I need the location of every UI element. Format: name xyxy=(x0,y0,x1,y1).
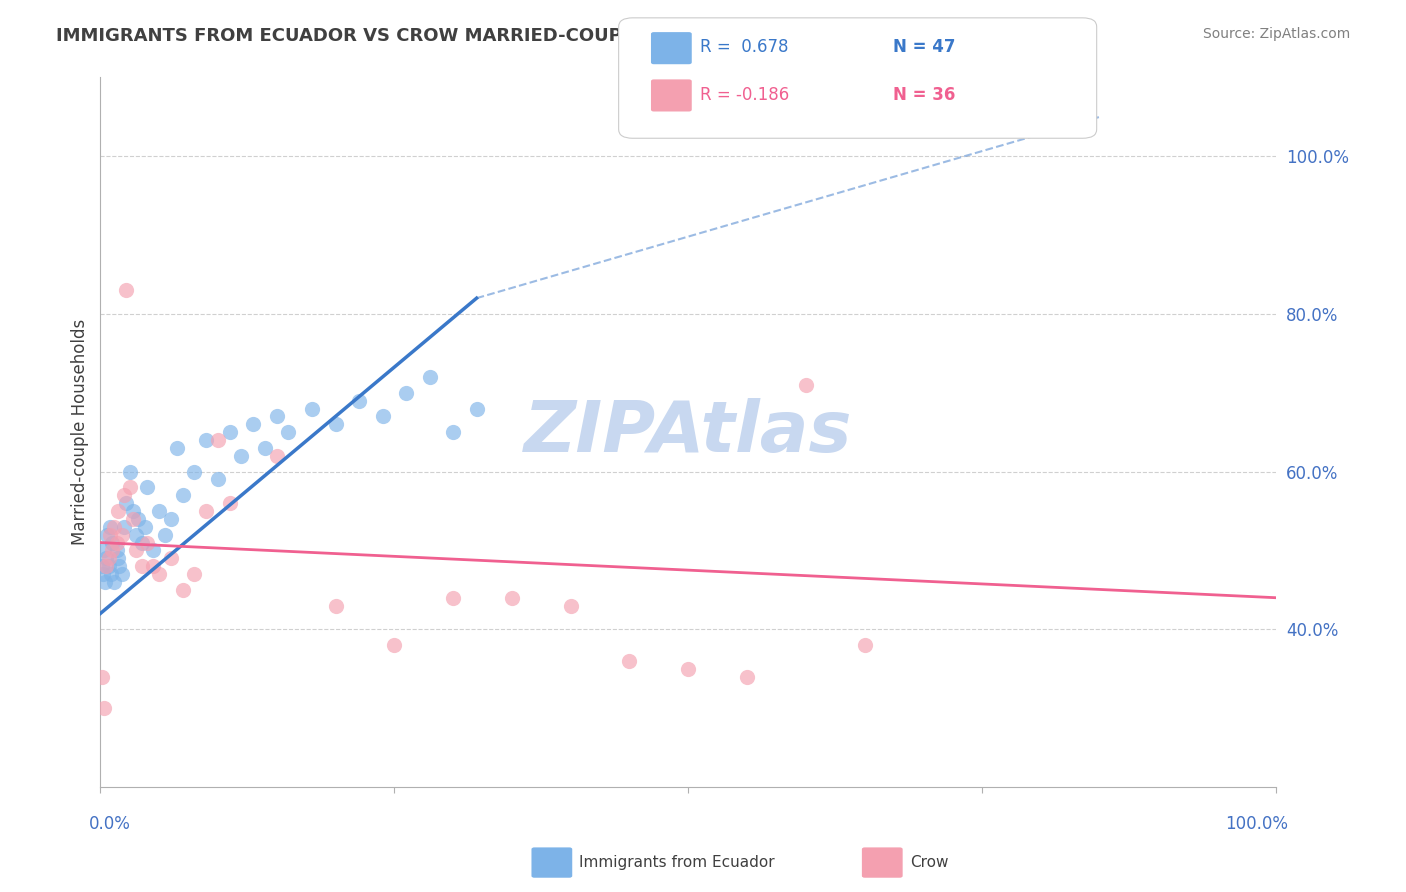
Point xyxy=(118,465,141,479)
Point xyxy=(107,504,129,518)
Point xyxy=(101,535,124,549)
Text: ZIPAtlas: ZIPAtlas xyxy=(524,398,852,467)
Point xyxy=(242,417,264,432)
Point xyxy=(105,543,128,558)
Point xyxy=(124,543,146,558)
Point xyxy=(253,441,276,455)
Point xyxy=(98,527,121,541)
Point xyxy=(122,504,145,518)
Point xyxy=(110,567,132,582)
Point xyxy=(98,520,121,534)
Point xyxy=(115,496,138,510)
Point xyxy=(136,535,159,549)
Point xyxy=(735,669,758,683)
Text: Crow: Crow xyxy=(910,855,948,870)
Point xyxy=(183,465,205,479)
Point xyxy=(103,574,125,589)
Point xyxy=(90,669,112,683)
Point xyxy=(112,488,135,502)
Point xyxy=(371,409,394,424)
Point xyxy=(115,283,138,297)
Point xyxy=(118,480,141,494)
Point xyxy=(93,701,115,715)
Text: 0.0%: 0.0% xyxy=(89,815,131,833)
Point xyxy=(142,543,165,558)
Point xyxy=(91,567,114,582)
Point xyxy=(172,582,194,597)
Point xyxy=(207,473,229,487)
Point xyxy=(853,638,876,652)
Point xyxy=(97,559,120,574)
Point xyxy=(127,512,149,526)
Point xyxy=(112,520,135,534)
Point xyxy=(108,559,131,574)
Point xyxy=(172,488,194,502)
Point xyxy=(94,574,117,589)
Point xyxy=(131,535,153,549)
Point xyxy=(619,654,641,668)
Point xyxy=(419,370,441,384)
Point xyxy=(131,559,153,574)
Text: 100.0%: 100.0% xyxy=(1225,815,1288,833)
Point xyxy=(794,377,817,392)
Point xyxy=(124,527,146,541)
Text: Immigrants from Ecuador: Immigrants from Ecuador xyxy=(579,855,775,870)
Point xyxy=(183,567,205,582)
Point xyxy=(142,559,165,574)
Point xyxy=(325,599,347,613)
Point xyxy=(301,401,323,416)
Point xyxy=(266,449,288,463)
Point xyxy=(153,527,176,541)
Text: N = 36: N = 36 xyxy=(893,87,955,104)
Point xyxy=(207,433,229,447)
Point xyxy=(218,425,240,440)
Point xyxy=(160,551,183,566)
Point xyxy=(277,425,299,440)
Point xyxy=(195,504,218,518)
Point xyxy=(195,433,218,447)
Point xyxy=(134,520,156,534)
Point xyxy=(395,385,418,400)
Point xyxy=(382,638,405,652)
Point xyxy=(441,425,464,440)
Point xyxy=(97,551,120,566)
Point xyxy=(166,441,188,455)
Text: Source: ZipAtlas.com: Source: ZipAtlas.com xyxy=(1202,27,1350,41)
Text: R = -0.186: R = -0.186 xyxy=(700,87,789,104)
Point xyxy=(218,496,240,510)
Point xyxy=(90,559,112,574)
Point xyxy=(325,417,347,432)
Point xyxy=(103,520,125,534)
Text: IMMIGRANTS FROM ECUADOR VS CROW MARRIED-COUPLE HOUSEHOLDS CORRELATION CHART: IMMIGRANTS FROM ECUADOR VS CROW MARRIED-… xyxy=(56,27,1012,45)
Point xyxy=(96,551,118,566)
Point xyxy=(148,567,170,582)
Point xyxy=(160,512,183,526)
Point xyxy=(347,393,370,408)
Point xyxy=(266,409,288,424)
Point xyxy=(501,591,523,605)
Point xyxy=(465,401,488,416)
Point xyxy=(110,527,132,541)
Point xyxy=(231,449,253,463)
Point xyxy=(676,662,699,676)
Point xyxy=(93,543,115,558)
Point xyxy=(560,599,582,613)
Point xyxy=(441,591,464,605)
Point xyxy=(100,567,122,582)
Point xyxy=(96,559,118,574)
Text: R =  0.678: R = 0.678 xyxy=(700,38,789,56)
Point xyxy=(136,480,159,494)
Point xyxy=(148,504,170,518)
Point xyxy=(96,527,118,541)
Point xyxy=(105,535,128,549)
Point xyxy=(122,512,145,526)
Text: N = 47: N = 47 xyxy=(893,38,955,56)
Point xyxy=(101,543,124,558)
Point xyxy=(107,551,129,566)
Y-axis label: Married-couple Households: Married-couple Households xyxy=(72,319,89,545)
